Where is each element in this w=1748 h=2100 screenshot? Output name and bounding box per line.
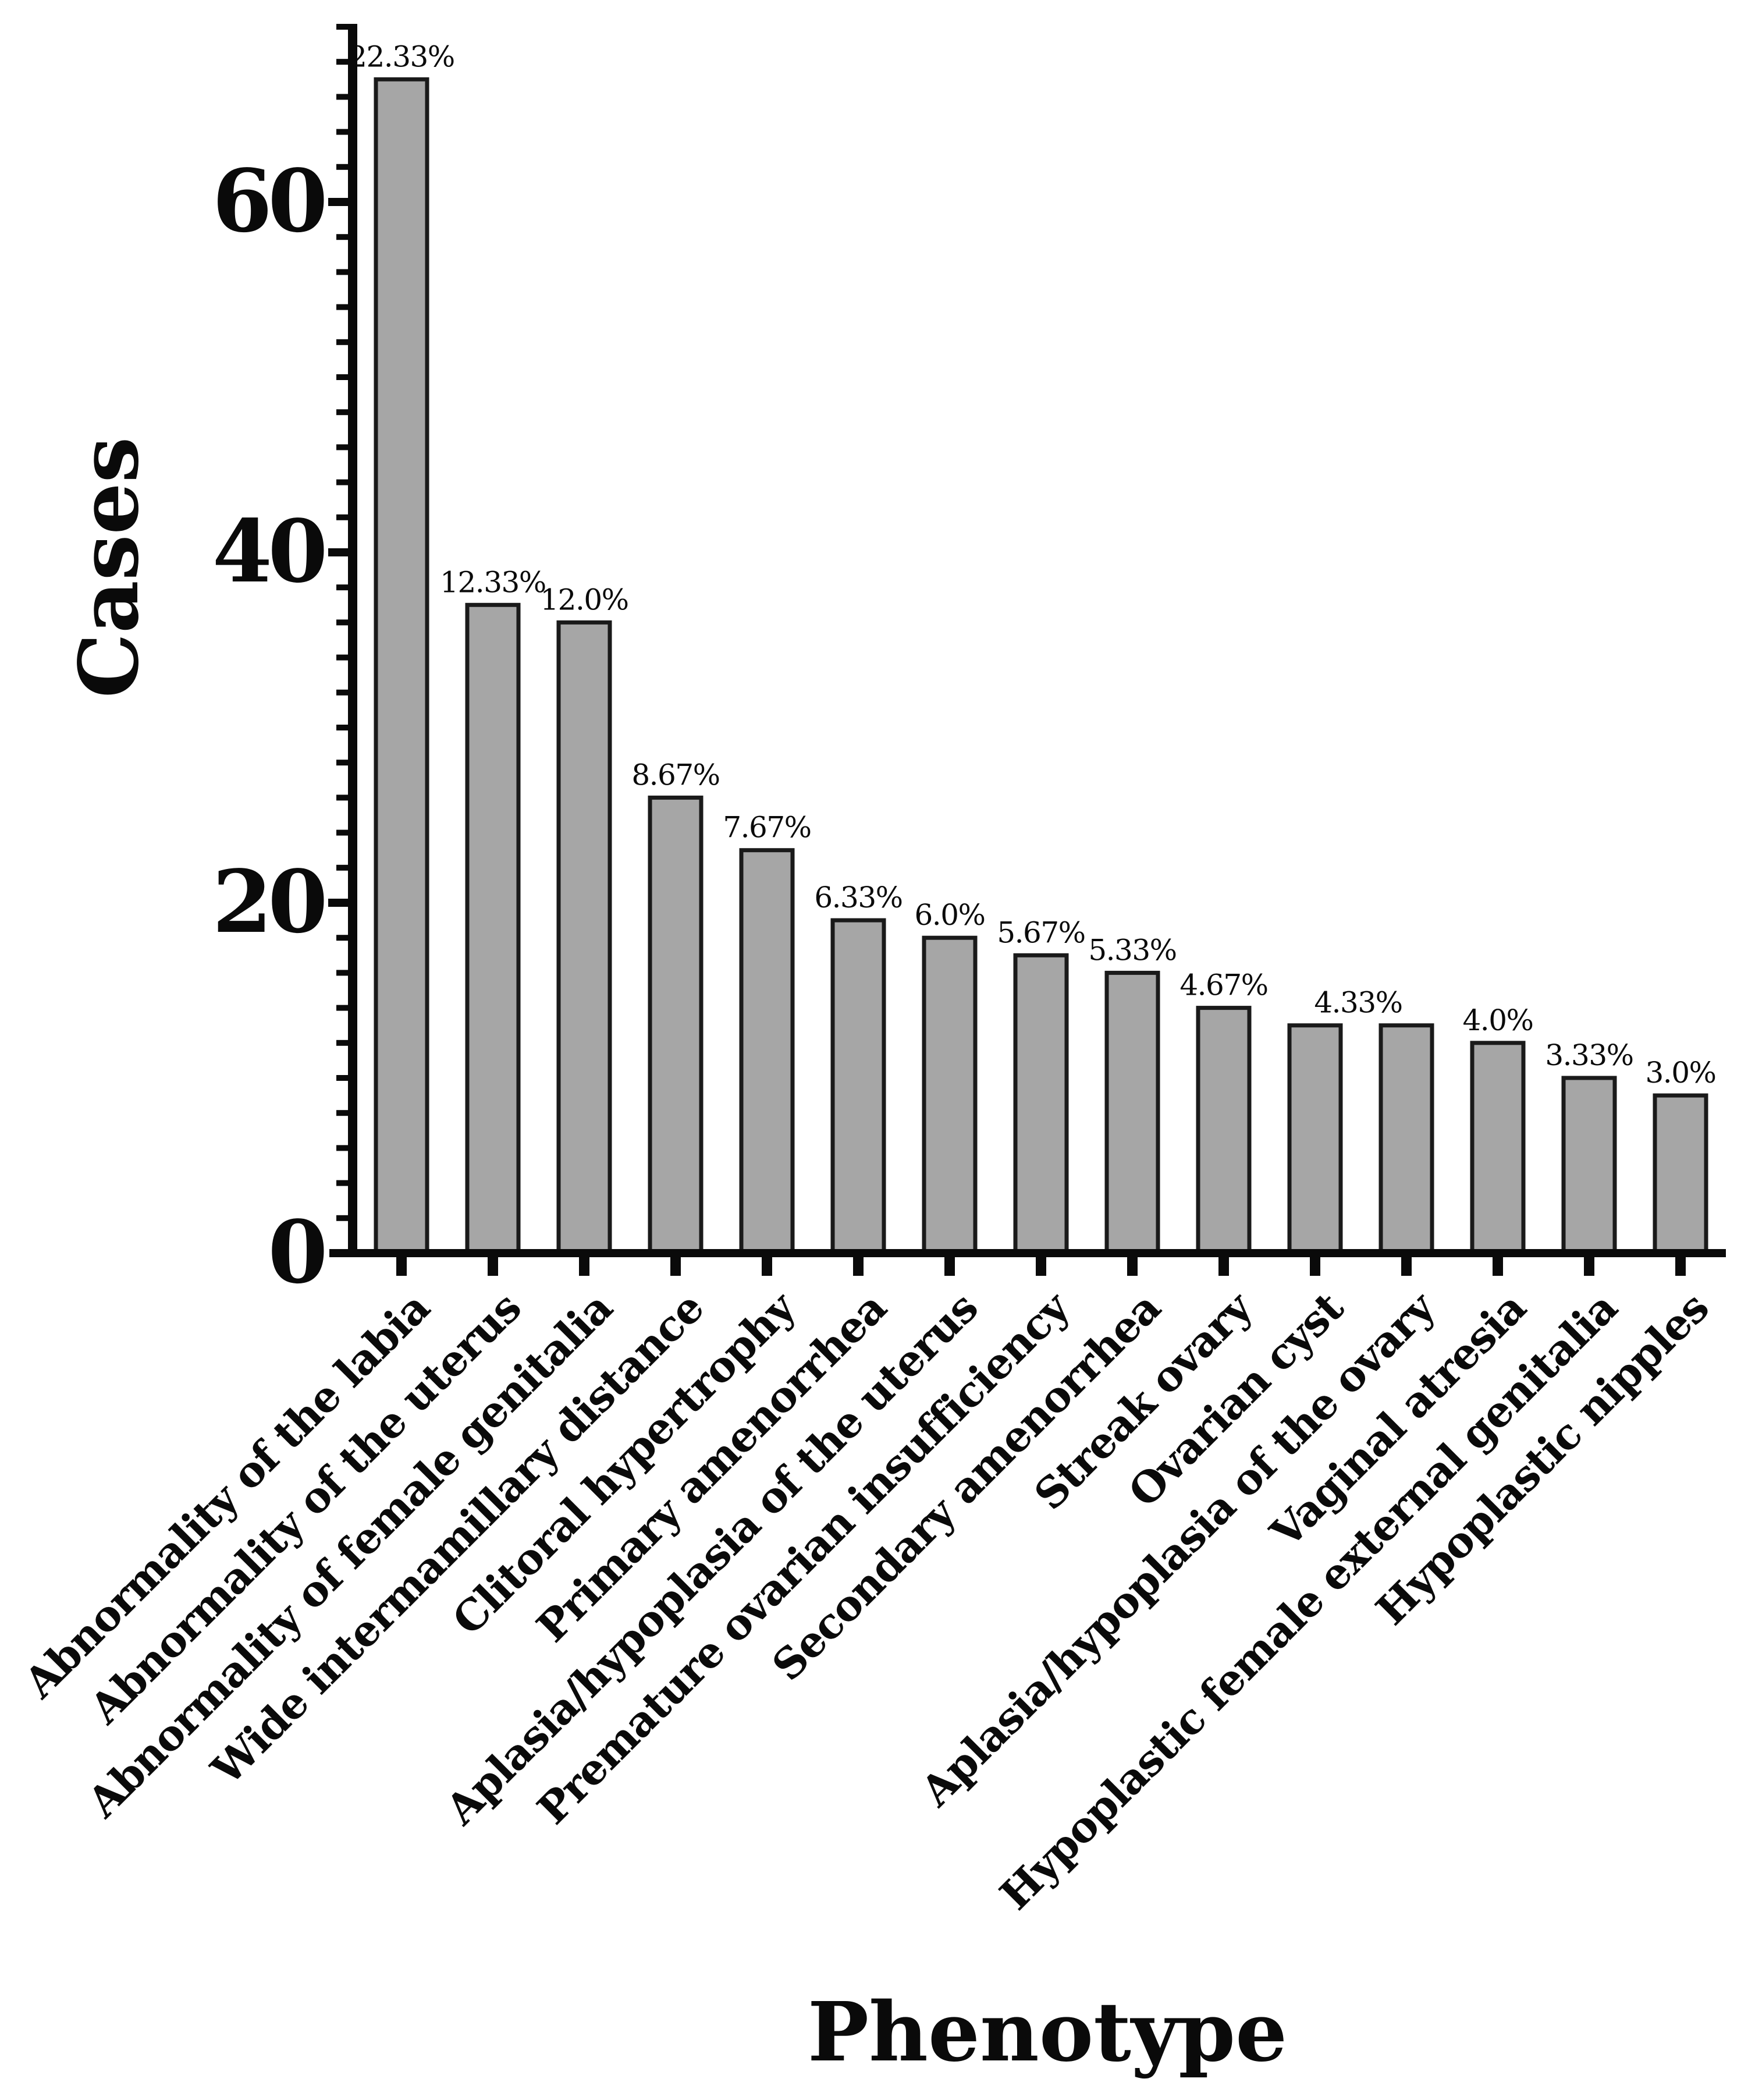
y-minor-tick bbox=[336, 94, 357, 100]
y-minor-tick bbox=[336, 654, 357, 661]
bar-value-label: 6.33% bbox=[814, 881, 902, 914]
bar-value-label: 4.0% bbox=[1462, 1003, 1533, 1037]
bar bbox=[1196, 1006, 1252, 1254]
y-minor-tick bbox=[336, 689, 357, 696]
bar-value-label: 22.33% bbox=[349, 40, 454, 73]
bar-value-label: 3.33% bbox=[1545, 1038, 1633, 1072]
y-minor-tick bbox=[336, 444, 357, 450]
x-axis-title: Phenotype bbox=[808, 1985, 1287, 2080]
x-tick bbox=[488, 1257, 498, 1276]
x-tick bbox=[1036, 1257, 1046, 1276]
x-tick bbox=[853, 1257, 864, 1276]
x-tick bbox=[762, 1257, 772, 1276]
x-tick bbox=[396, 1257, 407, 1276]
y-axis-line bbox=[348, 24, 357, 1257]
bar-value-label: 12.0% bbox=[540, 583, 628, 616]
bar-value-label: 4.67% bbox=[1179, 969, 1267, 1002]
bar bbox=[1561, 1076, 1617, 1254]
bar bbox=[1104, 970, 1160, 1254]
y-minor-tick bbox=[336, 1145, 357, 1151]
y-minor-tick bbox=[336, 339, 357, 345]
y-minor-tick bbox=[336, 59, 357, 65]
bar bbox=[648, 795, 704, 1254]
y-minor-tick bbox=[336, 1075, 357, 1081]
y-minor-tick bbox=[336, 304, 357, 310]
y-minor-tick bbox=[336, 725, 357, 730]
y-minor-tick bbox=[336, 479, 357, 485]
y-axis-tick-labels: 0 20 40 60 bbox=[212, 150, 329, 1303]
y-minor-tick bbox=[336, 619, 357, 626]
bar bbox=[374, 77, 429, 1254]
x-tick bbox=[1493, 1257, 1503, 1276]
y-minor-tick bbox=[336, 164, 357, 170]
y-minor-tick bbox=[336, 794, 357, 801]
bar bbox=[739, 848, 795, 1254]
x-tick bbox=[1584, 1257, 1594, 1276]
bar-value-label: 7.67% bbox=[723, 811, 811, 845]
y-minor-tick bbox=[336, 760, 357, 766]
x-axis-ticks bbox=[396, 1257, 1686, 1276]
y-minor-tick bbox=[336, 514, 357, 520]
bar bbox=[1013, 953, 1069, 1254]
x-tick bbox=[670, 1257, 681, 1276]
y-tick-label: 60 bbox=[212, 150, 325, 251]
x-tick bbox=[1218, 1257, 1229, 1276]
y-tick-label: 0 bbox=[268, 1201, 324, 1303]
x-tick bbox=[579, 1257, 589, 1276]
bar-value-label: 5.33% bbox=[1088, 933, 1176, 967]
bar-value-label: 4.33% bbox=[1314, 986, 1402, 1020]
y-minor-tick bbox=[336, 1005, 357, 1011]
y-minor-tick bbox=[336, 374, 357, 380]
y-minor-tick bbox=[336, 935, 357, 941]
bar bbox=[556, 620, 612, 1254]
bar bbox=[1287, 1023, 1343, 1254]
bar bbox=[830, 918, 886, 1254]
bar bbox=[1470, 1041, 1526, 1254]
bar-value-label: 3.0% bbox=[1645, 1056, 1715, 1090]
x-tick bbox=[1127, 1257, 1138, 1276]
y-minor-tick bbox=[336, 409, 357, 416]
x-tick bbox=[1310, 1257, 1320, 1276]
bar-value-label: 8.67% bbox=[631, 758, 719, 792]
bar-value-label: 12.33% bbox=[440, 565, 546, 599]
bar-value-label: 5.67% bbox=[997, 916, 1085, 949]
y-minor-tick bbox=[336, 1040, 357, 1046]
y-minor-tick bbox=[336, 970, 357, 976]
y-minor-tick bbox=[336, 24, 357, 30]
y-minor-tick bbox=[336, 1180, 357, 1186]
bar bbox=[465, 602, 521, 1254]
y-minor-tick bbox=[336, 864, 357, 871]
x-tick bbox=[944, 1257, 955, 1276]
bar-value-label: 6.0% bbox=[914, 898, 985, 932]
x-tick bbox=[1401, 1257, 1412, 1276]
y-minor-tick bbox=[336, 1215, 357, 1221]
y-minor-tick bbox=[336, 829, 357, 836]
x-tick bbox=[1675, 1257, 1686, 1276]
y-minor-tick bbox=[336, 129, 357, 135]
y-tick-label: 40 bbox=[212, 501, 325, 602]
y-minor-tick bbox=[336, 1110, 357, 1116]
y-minor-tick bbox=[336, 584, 357, 591]
bar bbox=[1653, 1093, 1708, 1254]
bar bbox=[922, 935, 978, 1254]
y-minor-tick bbox=[336, 269, 357, 275]
bar bbox=[1378, 1023, 1434, 1254]
x-axis-line bbox=[329, 1249, 1726, 1257]
y-minor-tick bbox=[336, 234, 357, 240]
y-axis-title: Cases bbox=[62, 437, 157, 698]
bar-value-labels: 22.33% 12.33%12.0% 8.67%7.67% 6.33% 6.0% 5.67… bbox=[349, 40, 1717, 1090]
y-axis-ticks bbox=[328, 24, 357, 1221]
y-tick-label: 20 bbox=[212, 851, 325, 952]
